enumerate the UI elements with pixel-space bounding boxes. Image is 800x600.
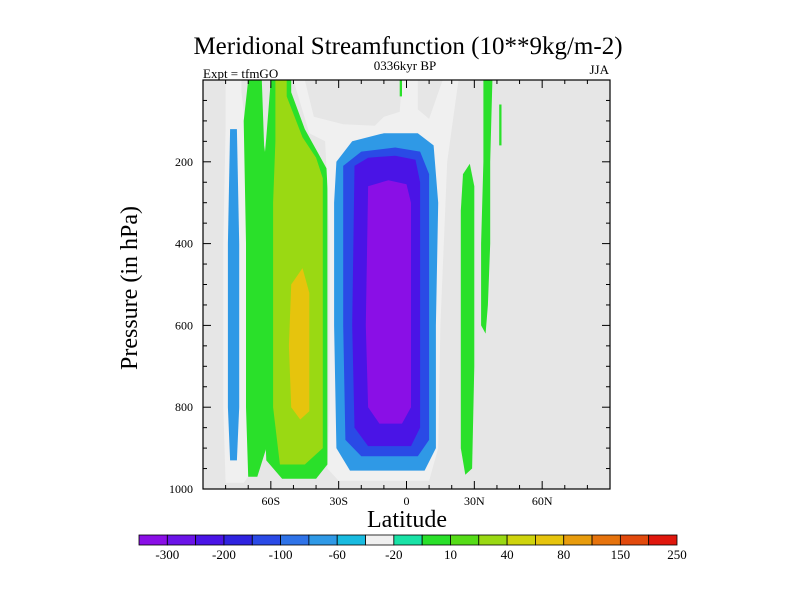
colorbar-swatch bbox=[421, 534, 451, 546]
y-tick-label: 200 bbox=[175, 155, 193, 169]
contour-region bbox=[227, 129, 240, 461]
colorbar-label: -300 bbox=[155, 547, 179, 562]
colorbar-swatch bbox=[336, 534, 366, 546]
y-tick-label: 800 bbox=[175, 400, 193, 414]
colorbar-label: 250 bbox=[667, 547, 687, 562]
colorbar-swatch bbox=[619, 534, 650, 546]
colorbar-label: -20 bbox=[385, 547, 402, 562]
colorbar-label: -60 bbox=[329, 547, 346, 562]
x-tick-label: 60N bbox=[532, 494, 553, 508]
colorbar-swatch bbox=[308, 534, 338, 546]
y-tick-label: 600 bbox=[175, 318, 193, 332]
colorbar-swatch bbox=[648, 534, 678, 546]
colorbar-swatch bbox=[506, 534, 536, 546]
x-tick-label: 30S bbox=[329, 494, 348, 508]
colorbar-swatch bbox=[393, 534, 423, 546]
colorbar-label: -200 bbox=[212, 547, 236, 562]
x-tick-label: 30N bbox=[464, 494, 485, 508]
contour-region bbox=[499, 104, 502, 146]
contour-region bbox=[243, 80, 267, 477]
chart-title: Meridional Streamfunction (10**9kg/m-2) bbox=[193, 33, 622, 60]
y-tick-label: 1000 bbox=[169, 482, 193, 496]
colorbar-swatch bbox=[223, 534, 253, 546]
colorbar-swatch bbox=[280, 534, 310, 546]
colorbar-swatch bbox=[251, 534, 281, 546]
x-axis-label: Latitude bbox=[367, 507, 447, 533]
colorbar-label: 10 bbox=[444, 547, 457, 562]
y-axis: 200 400 600 800 1000 bbox=[169, 99, 610, 496]
subtitle-center: 0336kyr BP bbox=[374, 58, 436, 73]
colorbar-swatch bbox=[563, 534, 593, 546]
contour-region bbox=[481, 80, 493, 334]
contour-region bbox=[399, 80, 402, 97]
colorbar-swatch bbox=[365, 534, 395, 546]
y-tick-label: 400 bbox=[175, 237, 193, 251]
colorbar-label: 150 bbox=[611, 547, 631, 562]
subtitle-left: Expt = tfmGO bbox=[203, 66, 278, 81]
contour-region bbox=[365, 180, 411, 424]
y-axis-label: Pressure (in hPa) bbox=[117, 206, 143, 370]
colorbar-swatch bbox=[138, 534, 168, 546]
colorbar: -300 -200 -100 -60 -20 10 40 80 150 250 bbox=[138, 534, 687, 562]
colorbar-label: 40 bbox=[501, 547, 514, 562]
colorbar-swatch bbox=[166, 534, 197, 546]
x-tick-label: 0 bbox=[404, 494, 410, 508]
contour-region bbox=[273, 80, 323, 465]
x-tick-label: 60S bbox=[261, 494, 280, 508]
colorbar-swatch bbox=[478, 534, 508, 546]
contour-region bbox=[288, 268, 310, 420]
colorbar-swatch bbox=[535, 534, 565, 546]
plot-area bbox=[202, 79, 611, 490]
colorbar-label: 80 bbox=[557, 547, 570, 562]
colorbar-swatch bbox=[195, 534, 225, 546]
colorbar-swatch bbox=[450, 534, 480, 546]
colorbar-label: -100 bbox=[269, 547, 293, 562]
subtitle-right: JJA bbox=[589, 62, 609, 77]
x-axis: 60S 30S 0 30N 60N bbox=[225, 80, 588, 508]
contour-region bbox=[460, 163, 475, 475]
colorbar-swatch bbox=[591, 534, 621, 546]
